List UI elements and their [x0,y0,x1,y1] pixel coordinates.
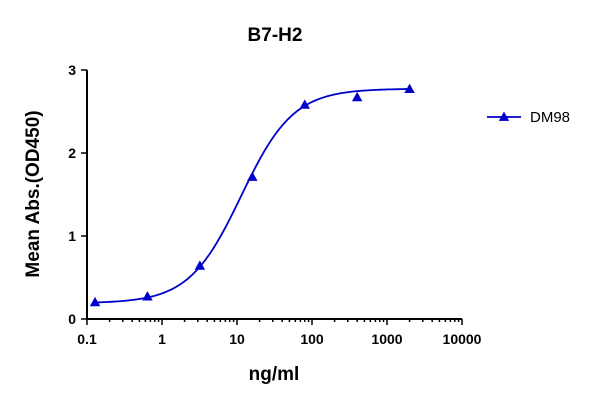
x-tick-label: 0.1 [77,331,97,347]
x-ticks: 0.1 1 10 100 1000 10000 [77,319,482,347]
fit-curve-dm98 [95,88,410,304]
legend-label: DM98 [530,109,570,126]
axes: 0.1 1 10 100 1000 10000 0 1 2 3 [68,62,481,347]
x-tick-label: 100 [300,331,324,347]
data-point [194,260,206,270]
legend-marker [498,111,510,121]
y-tick-label: 0 [68,311,76,327]
plot-area [89,83,415,307]
data-point [404,83,415,93]
legend: DM98 [487,109,570,126]
y-tick-label: 3 [68,62,76,78]
x-axis-label: ng/ml [249,364,300,385]
x-tick-label: 10000 [443,331,482,347]
data-point [89,296,101,307]
data-point [351,91,363,102]
y-tick-label: 2 [68,145,76,161]
y-axis-label: Mean Abs.(OD450) [23,110,44,277]
data-point [247,171,258,181]
x-tick-label: 1 [158,331,166,347]
y-ticks: 0 1 2 3 [68,62,87,327]
y-tick-label: 1 [68,228,76,244]
data-point [142,291,153,301]
x-tick-label: 1000 [371,331,402,347]
data-points [89,83,415,307]
chart-title: B7-H2 [248,25,303,46]
data-point [299,99,310,109]
x-tick-label: 10 [229,331,245,347]
